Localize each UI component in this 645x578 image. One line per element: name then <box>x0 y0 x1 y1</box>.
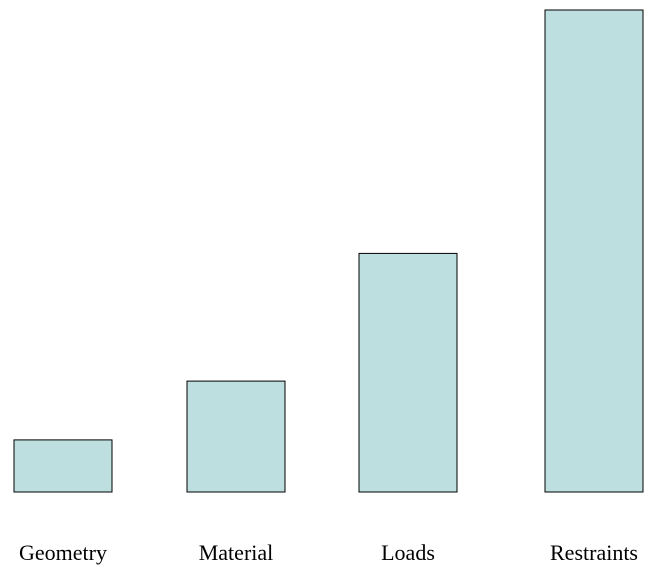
category-label-material: Material <box>199 540 274 565</box>
bar-restraints <box>544 9 644 493</box>
bar-loads <box>358 252 458 493</box>
category-labels-group: Geometry Material Loads Restraints <box>19 540 638 565</box>
category-label-geometry: Geometry <box>19 540 107 565</box>
category-label-loads: Loads <box>381 540 435 565</box>
bar-geometry <box>13 439 113 493</box>
category-label-restraints: Restraints <box>550 540 638 565</box>
bars-group <box>13 9 644 493</box>
bar-material <box>186 380 286 493</box>
